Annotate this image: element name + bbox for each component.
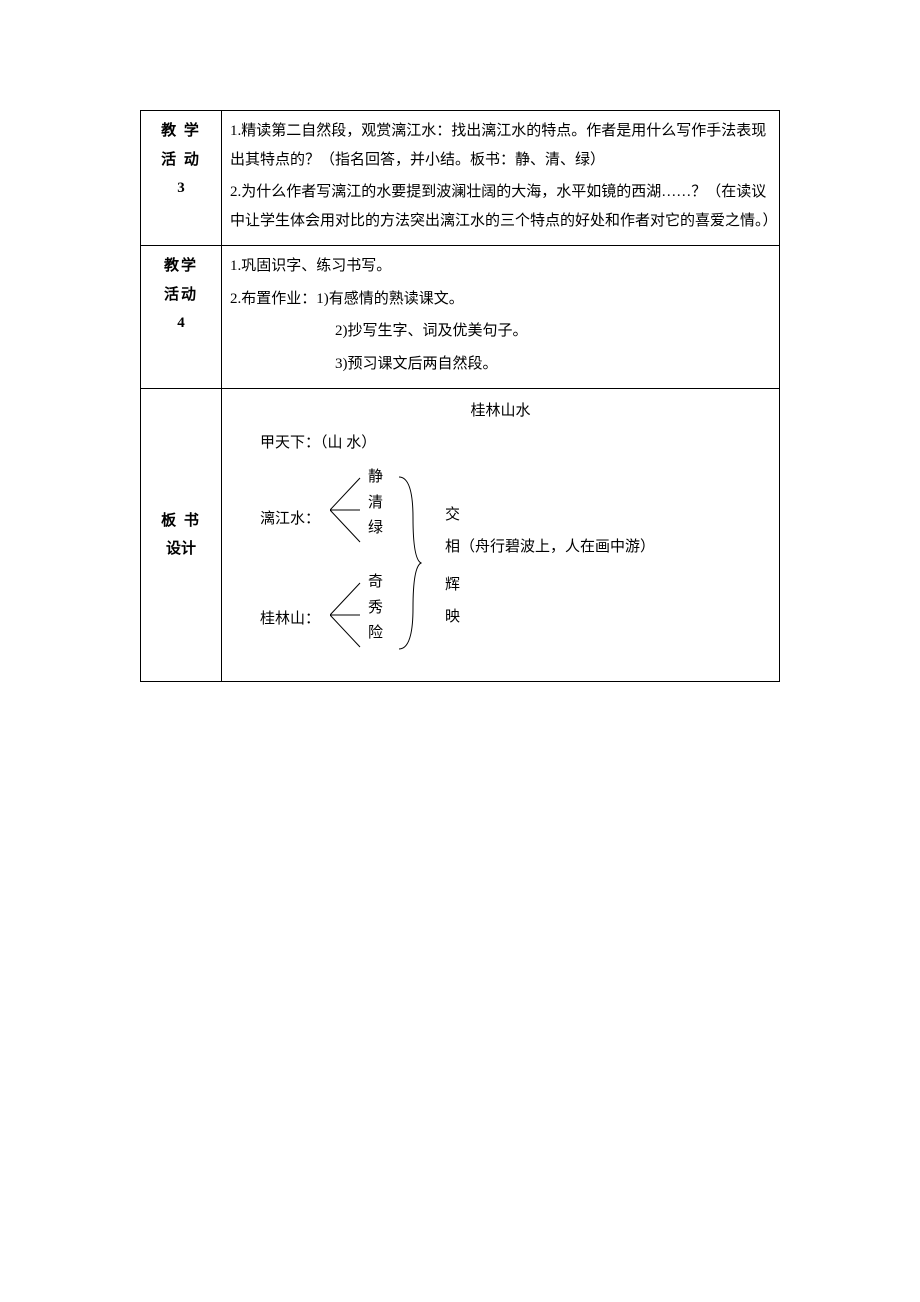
paragraph: 1.精读第二自然段，观赏漓江水：找出漓江水的特点。作者是用什么写作手法表现出其特… [230,117,771,174]
label-text: 设计 [149,535,213,564]
label-number: 3 [149,174,213,203]
list-item: 奇 [368,570,383,596]
table-row: 板 书 设计 桂林山水 甲天下：（山 水） 漓江水： 静 清 [141,389,780,682]
right-column-text: 辉 映 [445,570,460,633]
paragraph: 2)抄写生字、词及优美句子。 [230,317,771,346]
activity-3-content: 1.精读第二自然段，观赏漓江水：找出漓江水的特点。作者是用什么写作手法表现出其特… [222,111,780,246]
board-design-content: 桂林山水 甲天下：（山 水） 漓江水： 静 清 绿 桂林山： [222,389,780,682]
lijiang-label: 漓江水： [260,505,320,534]
board-title: 桂林山水 [230,395,771,426]
table-row: 教 学 活 动 3 1.精读第二自然段，观赏漓江水：找出漓江水的特点。作者是用什… [141,111,780,246]
label-text: 教 学 [149,117,213,146]
row-label-board-design: 板 书 设计 [141,389,222,682]
activity-4-content: 1.巩固识字、练习书写。 2.布置作业：1)有感情的熟读课文。 2)抄写生字、词… [222,246,780,389]
brace-icon [395,473,423,653]
lesson-plan-table: 教 学 活 动 3 1.精读第二自然段，观赏漓江水：找出漓江水的特点。作者是用什… [140,110,780,682]
row-label-activity-4: 教学 活动 4 [141,246,222,389]
list-item: 秀 [368,596,383,622]
list-item: 险 [368,621,383,647]
guilin-label: 桂林山： [260,605,320,634]
text-line: 相（舟行碧波上，人在画中游） [445,532,655,564]
branch-icon [330,575,364,655]
paragraph: 2.为什么作者写漓江的水要提到波澜壮阔的大海，水平如镜的西湖……？（在读议中让学… [230,178,771,235]
label-text: 活动 [149,281,213,310]
list-item: 静 [368,465,383,491]
paragraph: 2.布置作业：1)有感情的熟读课文。 [230,285,771,314]
document-page: 教 学 活 动 3 1.精读第二自然段，观赏漓江水：找出漓江水的特点。作者是用什… [0,0,920,682]
paragraph: 1.巩固识字、练习书写。 [230,252,771,281]
table-row: 教学 活动 4 1.巩固识字、练习书写。 2.布置作业：1)有感情的熟读课文。 … [141,246,780,389]
board-subtitle: 甲天下：（山 水） [260,429,376,458]
label-text: 活 动 [149,146,213,175]
branch-icon [330,470,364,550]
label-number: 4 [149,309,213,338]
paragraph: 3)预习课文后两自然段。 [230,350,771,379]
guilin-items: 奇 秀 险 [368,570,383,647]
text-line: 交 [445,500,655,532]
lijiang-items: 静 清 绿 [368,465,383,542]
label-text: 教学 [149,252,213,281]
list-item: 清 [368,491,383,517]
text-line: 映 [445,602,460,634]
row-label-activity-3: 教 学 活 动 3 [141,111,222,246]
text-line: 辉 [445,570,460,602]
list-item: 绿 [368,516,383,542]
board-diagram: 桂林山水 甲天下：（山 水） 漓江水： 静 清 绿 桂林山： [230,395,771,675]
right-column-text: 交 相（舟行碧波上，人在画中游） [445,500,655,563]
label-text: 板 书 [149,507,213,536]
